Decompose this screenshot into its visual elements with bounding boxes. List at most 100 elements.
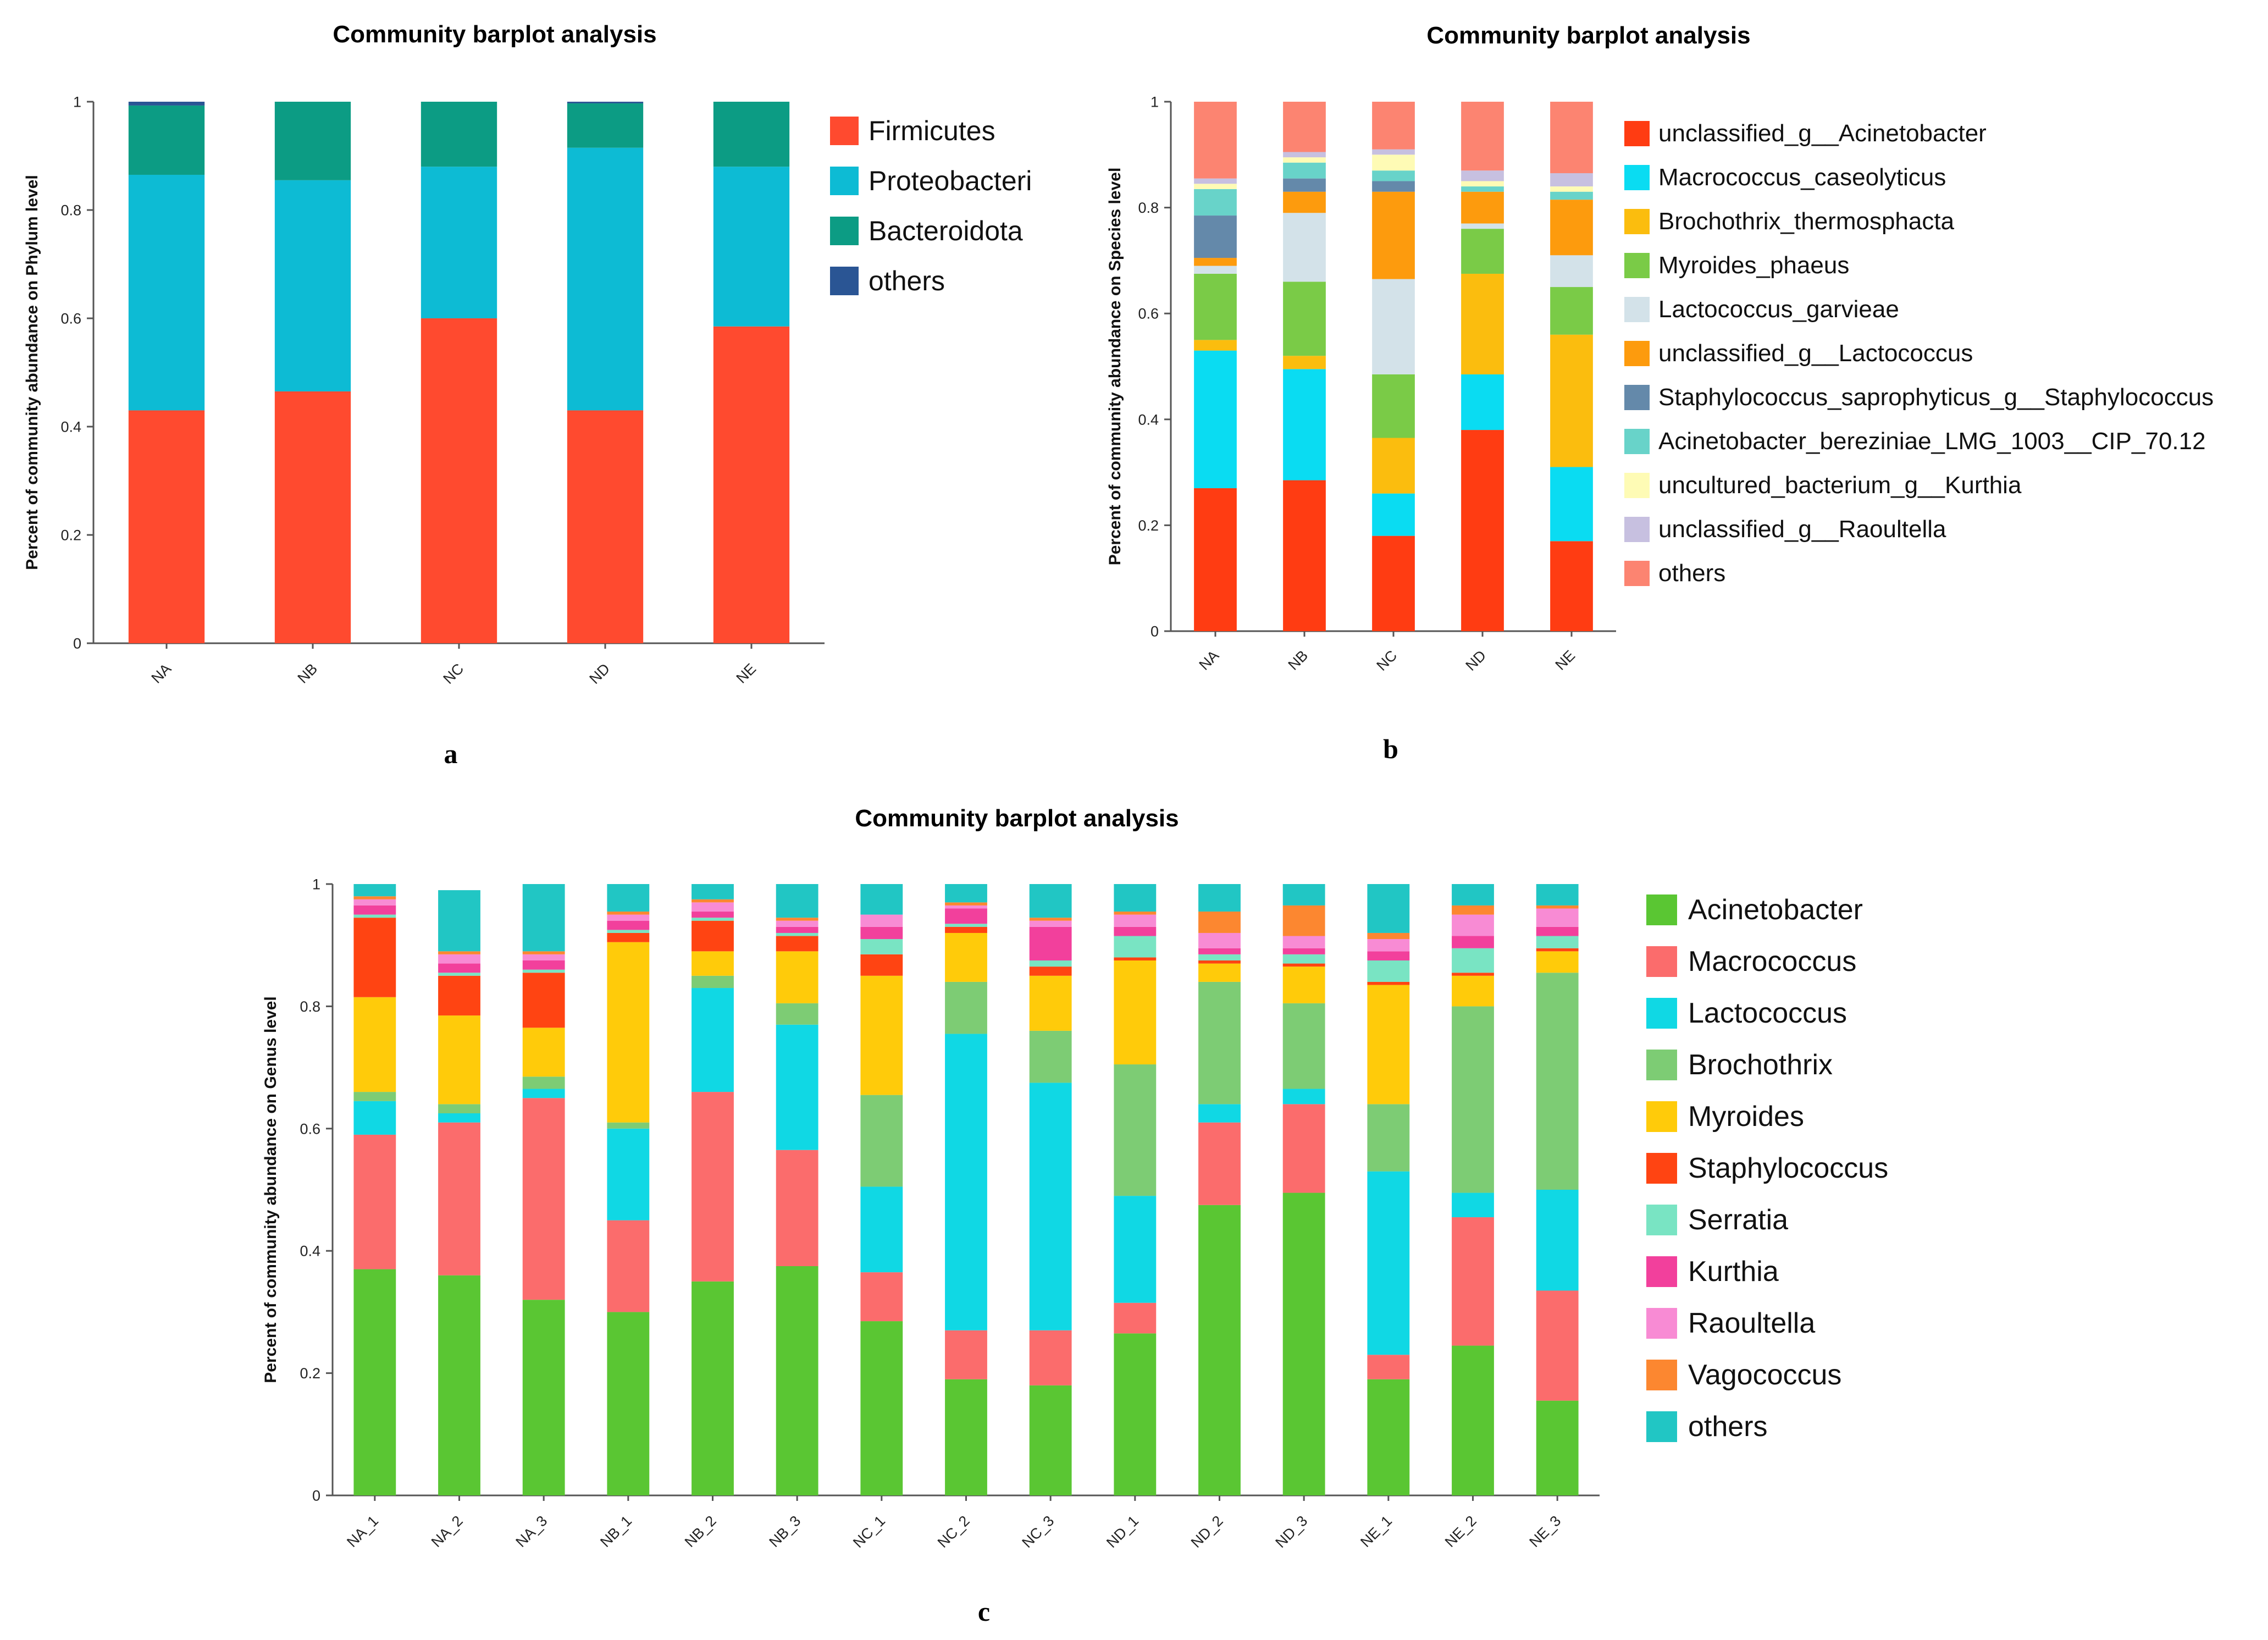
bar-segment-Kurthia: [607, 920, 650, 930]
legend-item: others: [1624, 551, 2214, 595]
bar-segment-Macrococcus_caseolyticus: [1372, 493, 1415, 536]
bar-segment-Proteobacteri: [128, 174, 205, 411]
bar-segment-others: [1114, 884, 1157, 912]
bar-segment-Macrococcus: [1452, 1217, 1494, 1346]
legend-label: Bacteroidota: [869, 215, 1023, 246]
bar-segment-Acinetobacter: [1282, 1192, 1325, 1495]
bar-segment-others: [1550, 102, 1593, 174]
bar-segment-Staphylococcus: [860, 954, 903, 976]
bar-segment-uncultured_bacterium_g__Kurthia: [1283, 157, 1326, 163]
bar-segment-Serratia: [1198, 954, 1241, 960]
bar-segment-Raoultella: [353, 899, 396, 905]
bar-segment-Bacteroidota: [421, 102, 497, 167]
bar-segment-Staphylococcus: [1536, 948, 1579, 952]
bar-segment-Brochothrix_thermosphacta: [1194, 340, 1237, 351]
bar-segment-unclassified_g__Acinetobacter: [1461, 430, 1504, 631]
bar-segment-Kurthia: [1452, 936, 1494, 948]
bar-segment-others: [692, 884, 734, 899]
legend-item: others: [1646, 1401, 1888, 1453]
bar-segment-Myroides: [1198, 963, 1241, 982]
bar-segment-Serratia: [860, 939, 903, 954]
bar-segment-Kurthia: [1114, 926, 1157, 936]
legend-label: Brochothrix_thermosphacta: [1658, 208, 1955, 235]
bar-segment-Raoultella: [1114, 914, 1157, 927]
x-tick-label: NB_3: [766, 1512, 804, 1550]
y-tick-label: 0: [73, 635, 81, 651]
y-tick-label: 0.4: [60, 418, 81, 435]
bar-segment-Macrococcus: [1367, 1355, 1410, 1379]
bar-segment-Myroides: [1114, 960, 1157, 1065]
bar-segment-Bacteroidota: [567, 103, 644, 148]
bar-segment-unclassified_g__Lactococcus: [1461, 191, 1504, 224]
bar-segment-Vagococcus: [1536, 905, 1579, 909]
legend-label: Kurthia: [1688, 1256, 1779, 1288]
bar-segment-Kurthia: [1198, 948, 1241, 954]
legend-swatch: [1624, 473, 1650, 498]
bar-segment-Myroides: [692, 951, 734, 976]
bar-segment-unclassified_g__Lactococcus: [1550, 200, 1593, 256]
bar-segment-Raoultella: [860, 914, 903, 927]
y-tick-label: 0.4: [1138, 411, 1159, 428]
bar-segment-Bacteroidota: [128, 105, 205, 175]
x-tick-label: NA_1: [344, 1512, 381, 1550]
bar-segment-others: [1029, 884, 1072, 918]
bar-segment-Vagococcus: [1114, 912, 1157, 915]
bar-segment-Acinetobacter: [1198, 1205, 1241, 1495]
bar-segment-others: [945, 884, 987, 903]
legend-label: Macrococcus: [1688, 946, 1857, 978]
bar-segment-Acinetobacter_bereziniae_LMG_1003__CIP_70.12: [1194, 189, 1237, 216]
legend-label: Proteobacteri: [869, 165, 1032, 196]
legend-item: Staphylococcus_saprophyticus_g__Staphylo…: [1624, 376, 2214, 419]
bar-segment-Raoultella: [1282, 936, 1325, 948]
chart-title: Community barplot analysis: [1426, 22, 1751, 49]
bar-segment-Lactococcus_garvieae: [1194, 266, 1237, 274]
legend-swatch: [1624, 165, 1650, 190]
legend-item: Myroides_phaeus: [1624, 244, 2214, 288]
legend-swatch: [1646, 1101, 1677, 1132]
legend-label: Brochothrix: [1688, 1049, 1833, 1081]
legend-item: Lactococcus_garvieae: [1624, 288, 2214, 332]
bar-segment-Acinetobacter: [860, 1321, 903, 1495]
bar-segment-Staphylococcus: [1282, 963, 1325, 967]
x-tick-label: NC_3: [1019, 1512, 1057, 1551]
bar-segment-Raoultella: [945, 905, 987, 909]
x-tick-label: NE_1: [1357, 1512, 1395, 1550]
bar-segment-Brochothrix: [438, 1104, 480, 1113]
bar-segment-Raoultella: [1536, 908, 1579, 927]
bar-segment-Myroides: [860, 975, 903, 1095]
bar-segment-Macrococcus: [438, 1122, 480, 1275]
bar-segment-Myroides: [607, 942, 650, 1123]
bar-segment-Firmicutes: [274, 391, 351, 643]
legend-swatch: [1624, 209, 1650, 234]
bar-segment-Staphylococcus: [1452, 973, 1494, 976]
x-tick-label: NA_2: [428, 1512, 466, 1550]
legend-swatch: [1646, 1050, 1677, 1080]
bar-segment-Serratia: [1367, 960, 1410, 982]
legend-item: unclassified_g__Lactococcus: [1624, 332, 2214, 376]
legend: Acinetobacter Macrococcus Lactococcus Broch…: [1646, 884, 1888, 1453]
x-tick-label: ND_3: [1272, 1512, 1310, 1551]
legend-item: Serratia: [1646, 1194, 1888, 1246]
bar-segment-others: [1452, 884, 1494, 905]
bar-segment-Macrococcus_caseolyticus: [1283, 369, 1326, 481]
legend-swatch: [1624, 121, 1650, 146]
bar-segment-Vagococcus: [1029, 918, 1072, 921]
bar-segment-Kurthia: [522, 960, 565, 970]
legend-item: others: [830, 256, 1032, 306]
bar-segment-Proteobacteri: [421, 167, 497, 318]
bar-segment-Vagococcus: [522, 951, 565, 954]
bar-segment-Serratia: [438, 973, 480, 976]
legend: unclassified_g__Acinetobacter Macrococcus…: [1624, 112, 2214, 595]
bar-segment-Proteobacteri: [274, 180, 351, 391]
legend-swatch: [830, 166, 859, 195]
bar-segment-Brochothrix: [522, 1076, 565, 1089]
bar-segment-Myroides_phaeus: [1283, 281, 1326, 356]
legend-item: Brochothrix: [1646, 1039, 1888, 1091]
bar-segment-Brochothrix: [776, 1003, 818, 1025]
bar-segment-Lactococcus: [607, 1128, 650, 1221]
bar-segment-Vagococcus: [353, 896, 396, 899]
legend-swatch: [1646, 894, 1677, 925]
x-tick-label: NB_1: [597, 1512, 635, 1550]
bar-segment-Raoultella: [1452, 914, 1494, 936]
bar-segment-others: [522, 884, 565, 952]
